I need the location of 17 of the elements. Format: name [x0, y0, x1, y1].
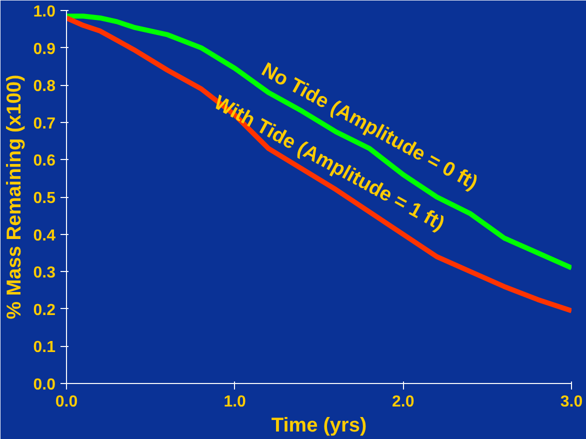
x-tick-label: 2.0: [392, 394, 414, 410]
x-tick-label: 0.0: [55, 394, 78, 410]
y-tick-label: 0.7: [33, 115, 56, 132]
y-tick-label: 0.5: [33, 190, 56, 207]
x-tick-label: 3.0: [560, 394, 583, 410]
y-tick-label: 0.0: [33, 376, 56, 394]
y-tick-label: 0.4: [33, 227, 56, 244]
x-tick-label: 1.0: [224, 394, 246, 410]
y-tick-label: 0.8: [33, 78, 56, 96]
y-tick-label: 1.0: [33, 4, 56, 20]
y-tick-label: 0.3: [33, 264, 56, 282]
y-tick-label: 0.1: [33, 339, 56, 356]
y-tick-label: 0.9: [33, 40, 56, 58]
y-tick-label: 0.6: [33, 152, 56, 170]
y-tick-label: 0.2: [33, 302, 56, 319]
y-axis-title: % Mass Remaining (x100): [3, 74, 26, 320]
x-axis-title: Time (yrs): [271, 414, 367, 436]
